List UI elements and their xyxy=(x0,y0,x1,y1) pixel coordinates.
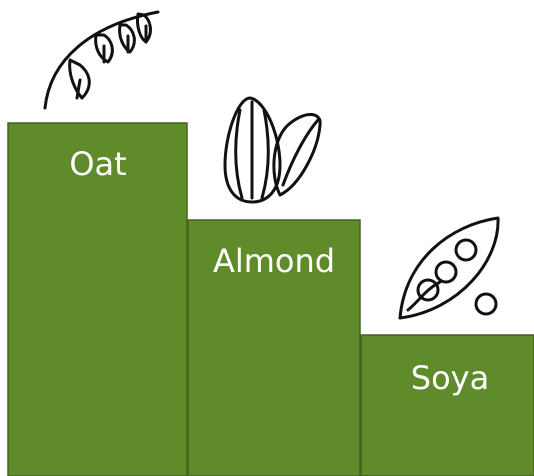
almond-block xyxy=(187,219,361,476)
oat-block xyxy=(7,122,188,476)
almond-label: Almond xyxy=(213,242,335,280)
soya-block xyxy=(360,334,534,476)
oat-label: Oat xyxy=(69,145,126,183)
soya-label: Soya xyxy=(411,359,489,397)
almond-icon xyxy=(223,96,322,204)
oat-icon xyxy=(43,10,160,110)
pea-icon xyxy=(398,216,500,320)
